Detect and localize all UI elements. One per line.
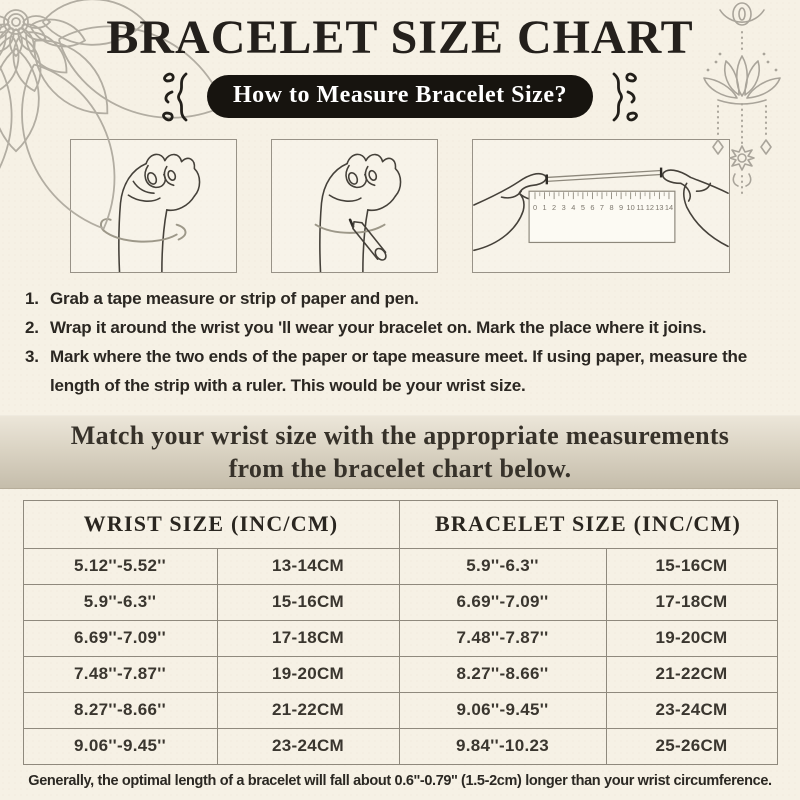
step-number: 2. [25, 317, 39, 337]
wrist-cm-cell: 19-20CM [216, 655, 400, 693]
ruler-number: 4 [571, 203, 575, 212]
ruler-number: 6 [590, 203, 594, 212]
step-number: 1. [25, 288, 39, 308]
wrist-cm-cell: 15-16CM [216, 583, 400, 621]
bracelet-cm-cell: 21-22CM [605, 655, 778, 693]
table-row: 8.27''-8.66'' 21-22CM 9.06''-9.45'' 23-2… [22, 691, 778, 729]
illustration-box-ruler: 0 1 2 3 4 5 6 7 8 9 10 11 12 13 14 [472, 138, 730, 273]
step-item-1: 1. Grab a tape measure or strip of paper… [25, 284, 785, 313]
ruler-number: 10 [627, 203, 635, 212]
wrist-cm-cell: 13-14CM [216, 547, 400, 585]
wrist-pen-mark-icon [314, 153, 402, 272]
table-row: 5.12''-5.52'' 13-14CM 5.9''-6.3'' 15-16C… [22, 547, 778, 585]
table-row: 9.06''-9.45'' 23-24CM 9.84''-10.23 25-26… [22, 727, 778, 765]
bracelet-inches-cell: 6.69''-7.09'' [398, 583, 607, 621]
ruler-number: 9 [619, 203, 623, 212]
wrist-inches-cell: 5.9''-6.3'' [22, 583, 218, 621]
size-chart-table: WRIST SIZE (INC/CM) BRACELET SIZE (INC/C… [22, 499, 778, 765]
wrist-inches-cell: 9.06''-9.45'' [22, 727, 218, 765]
ruler-number: 13 [655, 203, 663, 212]
ruler-number: 12 [646, 203, 654, 212]
bracelet-inches-cell: 7.48''-7.87'' [398, 619, 607, 657]
wrist-inches-cell: 6.69''-7.09'' [22, 619, 218, 657]
ruler-number: 2 [552, 203, 556, 212]
page-title: BRACELET SIZE CHART [106, 11, 694, 64]
illustration-box-tape [70, 138, 237, 273]
ruler-strip-measure-icon: 0 1 2 3 4 5 6 7 8 9 10 11 12 13 14 [473, 167, 729, 252]
measure-steps-list: 1. Grab a tape measure or strip of paper… [25, 284, 800, 400]
table-header-row: WRIST SIZE (INC/CM) BRACELET SIZE (INC/C… [22, 499, 778, 549]
bracelet-size-header: BRACELET SIZE (INC/CM) [398, 499, 778, 549]
banner-line-2: from the bracelet chart below. [228, 453, 572, 483]
bracelet-inches-cell: 8.27''-8.66'' [398, 655, 607, 693]
step-text: Wrap it around the wrist you 'll wear yo… [50, 317, 707, 337]
wrist-tape-measure-icon [100, 153, 201, 272]
ruler-number: 8 [609, 203, 613, 212]
badge-label: How to Measure Bracelet Size? [207, 75, 593, 119]
wrist-cm-cell: 23-24CM [216, 727, 400, 765]
step-number: 3. [25, 346, 39, 366]
wrist-cm-cell: 21-22CM [216, 691, 400, 729]
bracelet-inches-cell: 5.9''-6.3'' [398, 547, 607, 585]
match-size-banner: Match your wrist size with the appropria… [0, 414, 800, 489]
footer-note: Generally, the optimal length of a brace… [28, 772, 772, 789]
table-row: 6.69''-7.09'' 17-18CM 7.48''-7.87'' 19-2… [22, 619, 778, 657]
ruler-number: 11 [636, 203, 644, 212]
ruler-number: 5 [581, 203, 585, 212]
bracelet-cm-cell: 23-24CM [605, 691, 778, 729]
table-row: 7.48''-7.87'' 19-20CM 8.27''-8.66'' 21-2… [22, 655, 778, 693]
ruler-number: 3 [562, 203, 566, 212]
step-text: Mark where the two ends of the paper or … [50, 346, 747, 395]
banner-line-1: Match your wrist size with the appropria… [70, 420, 730, 450]
ruler-number: 0 [533, 203, 537, 212]
step-item-3: 3. Mark where the two ends of the paper … [25, 342, 785, 400]
bracelet-inches-cell: 9.84''-10.23 [398, 727, 607, 765]
bracelet-cm-cell: 19-20CM [605, 619, 778, 657]
wrist-inches-cell: 5.12''-5.52'' [22, 547, 218, 585]
illustration-row: 0 1 2 3 4 5 6 7 8 9 10 11 12 13 14 [0, 138, 800, 273]
wrist-size-header: WRIST SIZE (INC/CM) [22, 499, 400, 549]
ruler-number: 1 [543, 203, 547, 212]
ruler-number: 14 [665, 203, 673, 212]
how-to-measure-banner: How to Measure Bracelet Size? [0, 72, 800, 122]
illustration-box-pen-mark [271, 138, 438, 273]
wrist-cm-cell: 17-18CM [216, 619, 400, 657]
wrist-inches-cell: 7.48''-7.87'' [22, 655, 218, 693]
table-row: 5.9''-6.3'' 15-16CM 6.69''-7.09'' 17-18C… [22, 583, 778, 621]
wrist-inches-cell: 8.27''-8.66'' [22, 691, 218, 729]
bracelet-cm-cell: 25-26CM [605, 727, 778, 765]
ruler-number: 7 [600, 203, 604, 212]
squiggle-left-icon [162, 72, 188, 122]
squiggle-right-icon [612, 72, 638, 122]
bracelet-cm-cell: 15-16CM [605, 547, 778, 585]
bracelet-cm-cell: 17-18CM [605, 583, 778, 621]
step-item-2: 2. Wrap it around the wrist you 'll wear… [25, 313, 785, 342]
step-text: Grab a tape measure or strip of paper an… [50, 288, 419, 308]
bracelet-inches-cell: 9.06''-9.45'' [398, 691, 607, 729]
